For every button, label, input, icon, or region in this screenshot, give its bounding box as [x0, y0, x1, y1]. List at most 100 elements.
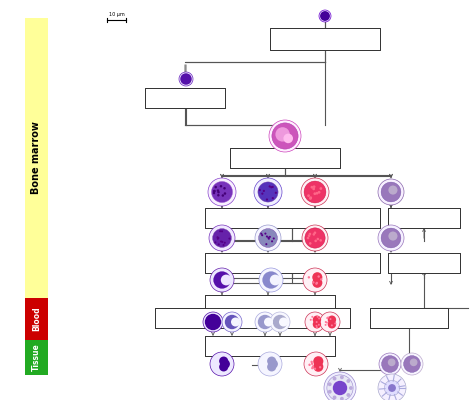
- Bar: [205, 295, 335, 315]
- Circle shape: [333, 377, 337, 380]
- Circle shape: [316, 192, 319, 195]
- Circle shape: [315, 282, 318, 285]
- Circle shape: [320, 11, 330, 21]
- Bar: [370, 308, 448, 328]
- Circle shape: [334, 322, 337, 324]
- Circle shape: [179, 72, 193, 86]
- Circle shape: [379, 353, 401, 375]
- Circle shape: [231, 318, 240, 326]
- Circle shape: [340, 397, 344, 400]
- Circle shape: [267, 362, 276, 372]
- Circle shape: [254, 178, 282, 206]
- Bar: [145, 88, 225, 108]
- Circle shape: [221, 230, 223, 232]
- Bar: [205, 253, 380, 273]
- Circle shape: [258, 352, 282, 376]
- Circle shape: [346, 379, 350, 383]
- Circle shape: [311, 316, 313, 318]
- Circle shape: [312, 272, 322, 282]
- Circle shape: [328, 382, 332, 386]
- Circle shape: [210, 352, 234, 376]
- Circle shape: [317, 316, 319, 318]
- Circle shape: [275, 192, 277, 194]
- Circle shape: [213, 190, 215, 192]
- Text: Bone marrow: Bone marrow: [31, 122, 42, 194]
- Circle shape: [313, 320, 321, 328]
- Bar: [388, 208, 460, 228]
- Circle shape: [378, 225, 404, 251]
- Circle shape: [264, 318, 273, 326]
- Circle shape: [313, 316, 321, 324]
- Circle shape: [307, 237, 310, 239]
- Circle shape: [304, 352, 328, 376]
- Circle shape: [381, 228, 401, 248]
- Circle shape: [312, 365, 314, 368]
- Circle shape: [268, 238, 270, 240]
- Circle shape: [378, 179, 404, 205]
- Circle shape: [318, 324, 320, 326]
- Circle shape: [320, 278, 322, 280]
- Circle shape: [328, 316, 336, 324]
- Circle shape: [259, 189, 261, 191]
- Circle shape: [218, 243, 220, 246]
- Circle shape: [279, 318, 288, 326]
- Circle shape: [267, 237, 269, 239]
- Circle shape: [270, 186, 273, 188]
- Bar: [145, 88, 225, 108]
- Circle shape: [304, 181, 326, 203]
- Circle shape: [219, 230, 221, 232]
- Circle shape: [255, 225, 281, 251]
- Circle shape: [259, 268, 283, 292]
- Circle shape: [275, 127, 290, 142]
- Circle shape: [308, 234, 310, 237]
- Circle shape: [213, 271, 231, 289]
- Circle shape: [221, 360, 230, 368]
- Circle shape: [219, 356, 228, 366]
- Circle shape: [307, 194, 310, 197]
- Circle shape: [269, 236, 271, 238]
- Bar: [155, 308, 350, 328]
- Circle shape: [270, 274, 281, 286]
- Circle shape: [258, 182, 278, 202]
- Circle shape: [217, 236, 219, 238]
- Text: 10 μm: 10 μm: [109, 12, 124, 17]
- Circle shape: [255, 312, 275, 332]
- Circle shape: [228, 238, 230, 240]
- Circle shape: [318, 191, 320, 194]
- Circle shape: [319, 366, 321, 368]
- Bar: [25, 340, 48, 375]
- Bar: [205, 208, 380, 228]
- Circle shape: [381, 182, 401, 202]
- Circle shape: [305, 312, 325, 332]
- Circle shape: [310, 361, 313, 363]
- Circle shape: [219, 362, 228, 372]
- Circle shape: [324, 372, 356, 400]
- Circle shape: [312, 281, 315, 284]
- Circle shape: [327, 375, 353, 400]
- Circle shape: [317, 238, 319, 240]
- Circle shape: [309, 197, 312, 200]
- Circle shape: [205, 314, 221, 330]
- Bar: [25, 298, 48, 340]
- Bar: [25, 340, 48, 375]
- Circle shape: [263, 190, 265, 192]
- Text: Tissue: Tissue: [32, 344, 41, 371]
- Circle shape: [313, 356, 323, 366]
- Circle shape: [310, 319, 312, 321]
- Circle shape: [214, 186, 217, 188]
- Circle shape: [222, 312, 242, 332]
- Circle shape: [346, 393, 350, 397]
- Circle shape: [388, 232, 398, 241]
- Circle shape: [384, 380, 400, 396]
- Bar: [388, 208, 460, 228]
- Circle shape: [329, 318, 331, 320]
- Circle shape: [220, 240, 222, 242]
- Circle shape: [261, 192, 264, 195]
- Bar: [25, 18, 48, 298]
- Circle shape: [213, 190, 216, 192]
- Circle shape: [265, 243, 267, 245]
- Circle shape: [218, 237, 219, 239]
- Circle shape: [314, 232, 316, 234]
- Circle shape: [267, 356, 276, 366]
- Bar: [230, 148, 340, 168]
